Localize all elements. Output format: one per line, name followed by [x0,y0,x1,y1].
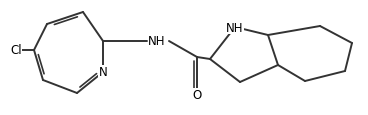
Text: NH: NH [148,35,166,48]
Text: N: N [99,66,107,79]
Text: Cl: Cl [10,44,22,57]
Text: NH: NH [226,21,244,34]
Text: O: O [192,89,202,102]
